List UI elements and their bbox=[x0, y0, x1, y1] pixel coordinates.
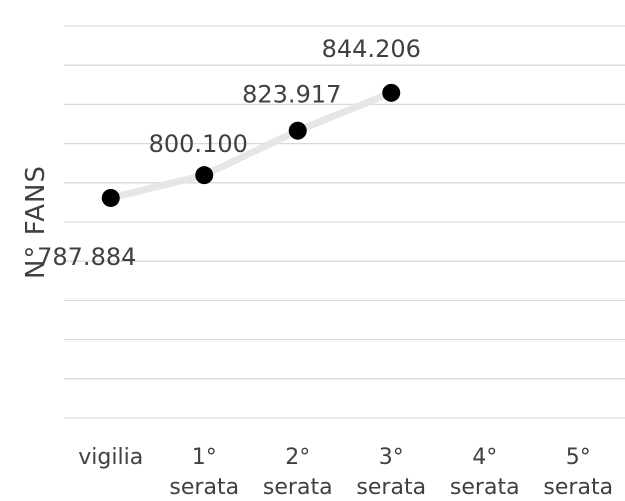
x-tick-label: 3° bbox=[379, 445, 404, 470]
data-label: 800.100 bbox=[149, 130, 248, 158]
data-point bbox=[102, 189, 120, 207]
x-tick-label: serata bbox=[169, 475, 239, 500]
x-tick-label: serata bbox=[543, 475, 613, 500]
gridlines bbox=[64, 26, 625, 418]
x-tick-label: 2° bbox=[285, 445, 310, 470]
data-labels: 787.884 800.100 823.917 844.206 bbox=[37, 35, 421, 271]
x-tick-label: serata bbox=[450, 475, 520, 500]
x-axis-ticks: vigilia 1° serata 2° serata 3° serata 4° serata 5… bbox=[78, 445, 613, 500]
x-tick-label: serata bbox=[356, 475, 426, 500]
data-point bbox=[382, 84, 400, 102]
x-tick-label: 4° bbox=[472, 445, 497, 470]
data-point bbox=[289, 122, 307, 140]
data-label: 844.206 bbox=[322, 35, 421, 63]
x-tick-label: 1° bbox=[192, 445, 217, 470]
x-tick-label: 5° bbox=[566, 445, 591, 470]
data-point bbox=[195, 166, 213, 184]
data-label: 787.884 bbox=[37, 243, 136, 271]
data-label: 823.917 bbox=[242, 81, 341, 109]
x-tick-label: vigilia bbox=[78, 445, 143, 470]
x-tick-label: serata bbox=[263, 475, 333, 500]
